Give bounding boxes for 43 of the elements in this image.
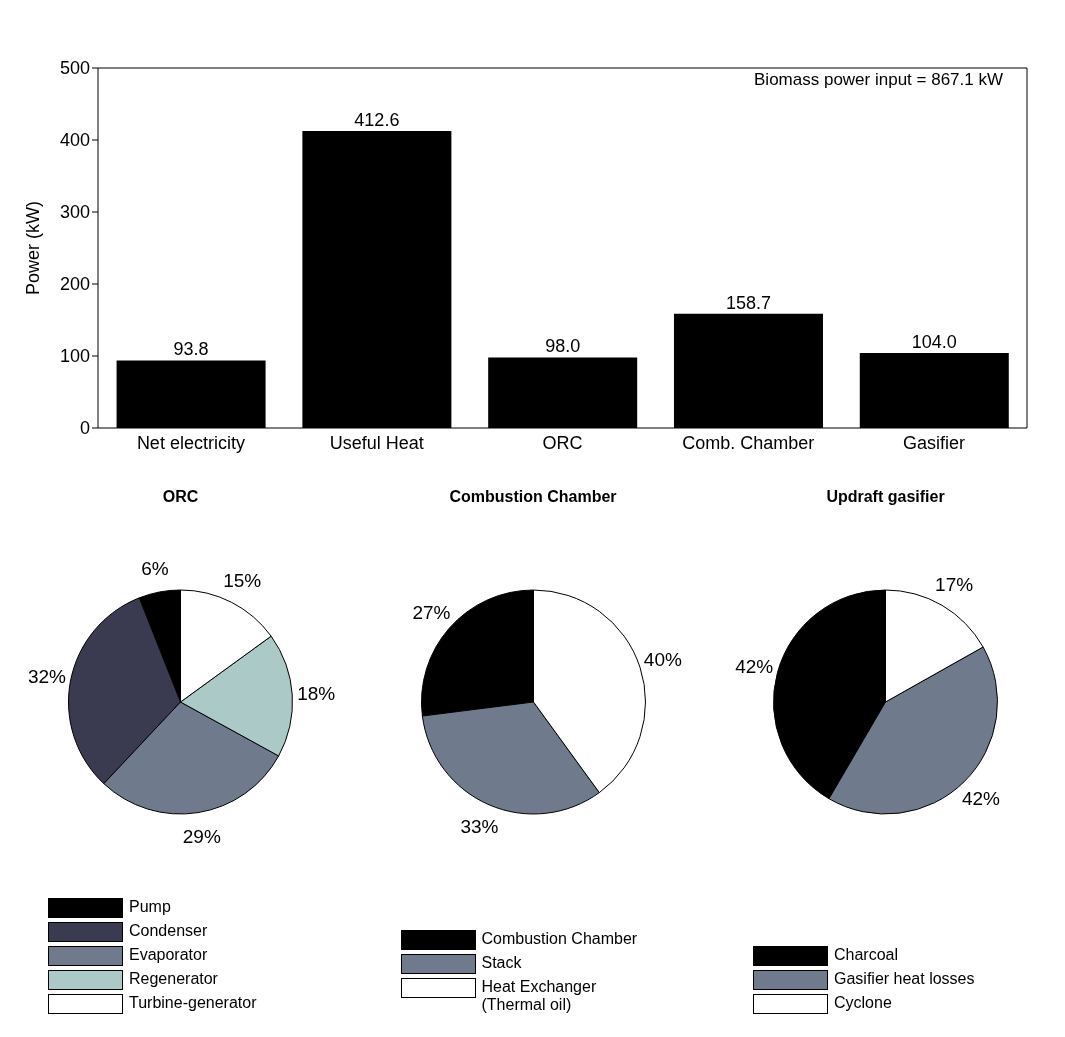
y-tick-label: 400 (59, 130, 90, 151)
x-tick-label: Useful Heat (329, 432, 424, 453)
data-label: 104.0 (911, 332, 957, 353)
annotation: Biomass power input = 867.1 kW (754, 70, 1003, 90)
chart-title: ORC (161, 488, 200, 507)
data-label: 33% (459, 816, 499, 838)
y-tick-label: 300 (59, 202, 90, 223)
y-tick-label: 0 (79, 418, 90, 439)
data-label: 6% (141, 557, 169, 579)
data-label: 98.0 (545, 336, 581, 357)
y-tick-label: 100 (59, 346, 90, 367)
data-label: 17% (935, 574, 974, 596)
data-label: 40% (643, 649, 682, 671)
chart-title: Combustion Chamber (448, 488, 618, 507)
legend-label: Evaporator (129, 946, 209, 964)
data-label: 42% (961, 788, 1001, 810)
data-label: 15% (223, 570, 262, 592)
y-tick-label: 200 (59, 274, 90, 295)
legend-label: Pump (129, 898, 172, 916)
legend-label: Regenerator (129, 970, 219, 988)
data-label: 32% (27, 666, 67, 688)
chart-title: Updraft gasifier (825, 488, 946, 507)
x-tick-label: Gasifier (903, 432, 966, 453)
legend-label: Turbine-generator (129, 994, 258, 1012)
x-tick-label: Net electricity (136, 432, 245, 453)
data-label: 93.8 (173, 339, 209, 360)
y-axis-title: Power (kW) (23, 201, 44, 295)
legend-label: Condenser (129, 922, 209, 940)
data-label: 42% (735, 655, 774, 677)
data-label: 18% (297, 682, 336, 704)
data-label: 158.7 (725, 292, 771, 313)
data-label: 27% (411, 601, 451, 623)
legend-label: Combustion Chamber (481, 930, 639, 948)
legend-label: Cyclone (834, 994, 893, 1012)
legend-label: Stack (481, 954, 523, 972)
x-tick-label: Comb. Chamber (682, 432, 815, 453)
x-tick-label: ORC (542, 432, 583, 453)
legend-label: Heat Exchanger (Thermal oil) (481, 978, 598, 1014)
y-tick-label: 500 (59, 58, 90, 79)
data-label: 29% (182, 825, 221, 847)
data-label: 412.6 (354, 109, 400, 130)
legend-label: Gasifier heat losses (834, 970, 976, 988)
legend-label: Charcoal (834, 946, 900, 964)
